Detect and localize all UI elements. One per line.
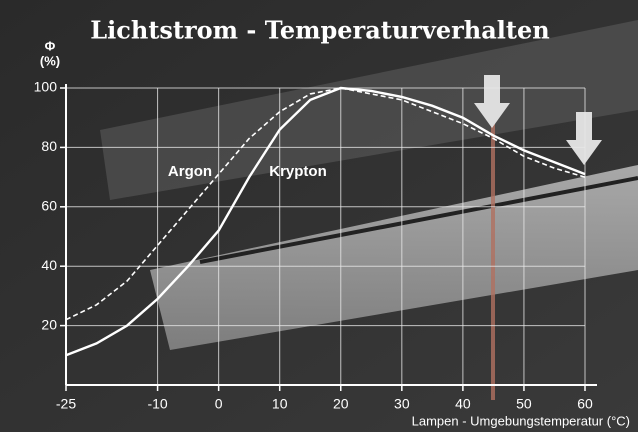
chart-title: Lichtstrom - Temperaturverhalten [90,16,549,45]
series-label: Krypton [269,163,327,180]
x-tick-label: 20 [333,396,349,412]
x-tick-label: 60 [577,396,593,412]
y-axis-label: Φ [45,38,56,53]
x-axis-label: Lampen - Umgebungstemperatur (°C) [412,413,630,428]
marker-line [491,100,495,400]
y-tick-label: 40 [41,257,57,273]
y-tick-label: 100 [34,79,58,95]
x-tick-label: 30 [394,396,410,412]
x-tick-label: 40 [455,396,471,412]
y-tick-label: 20 [41,316,57,332]
y-tick-label: 80 [41,138,57,154]
x-tick-label: 0 [215,396,223,412]
y-tick-label: 60 [41,198,57,214]
x-tick-label: -10 [147,396,167,412]
chart: Lichtstrom - Temperaturverhalten Φ (%) L… [0,0,638,432]
series-label: Argon [168,163,212,180]
x-tick-label: 50 [516,396,532,412]
x-tick-label: 10 [272,396,288,412]
x-tick-label: -25 [56,396,76,412]
y-axis-label: (%) [40,53,60,68]
